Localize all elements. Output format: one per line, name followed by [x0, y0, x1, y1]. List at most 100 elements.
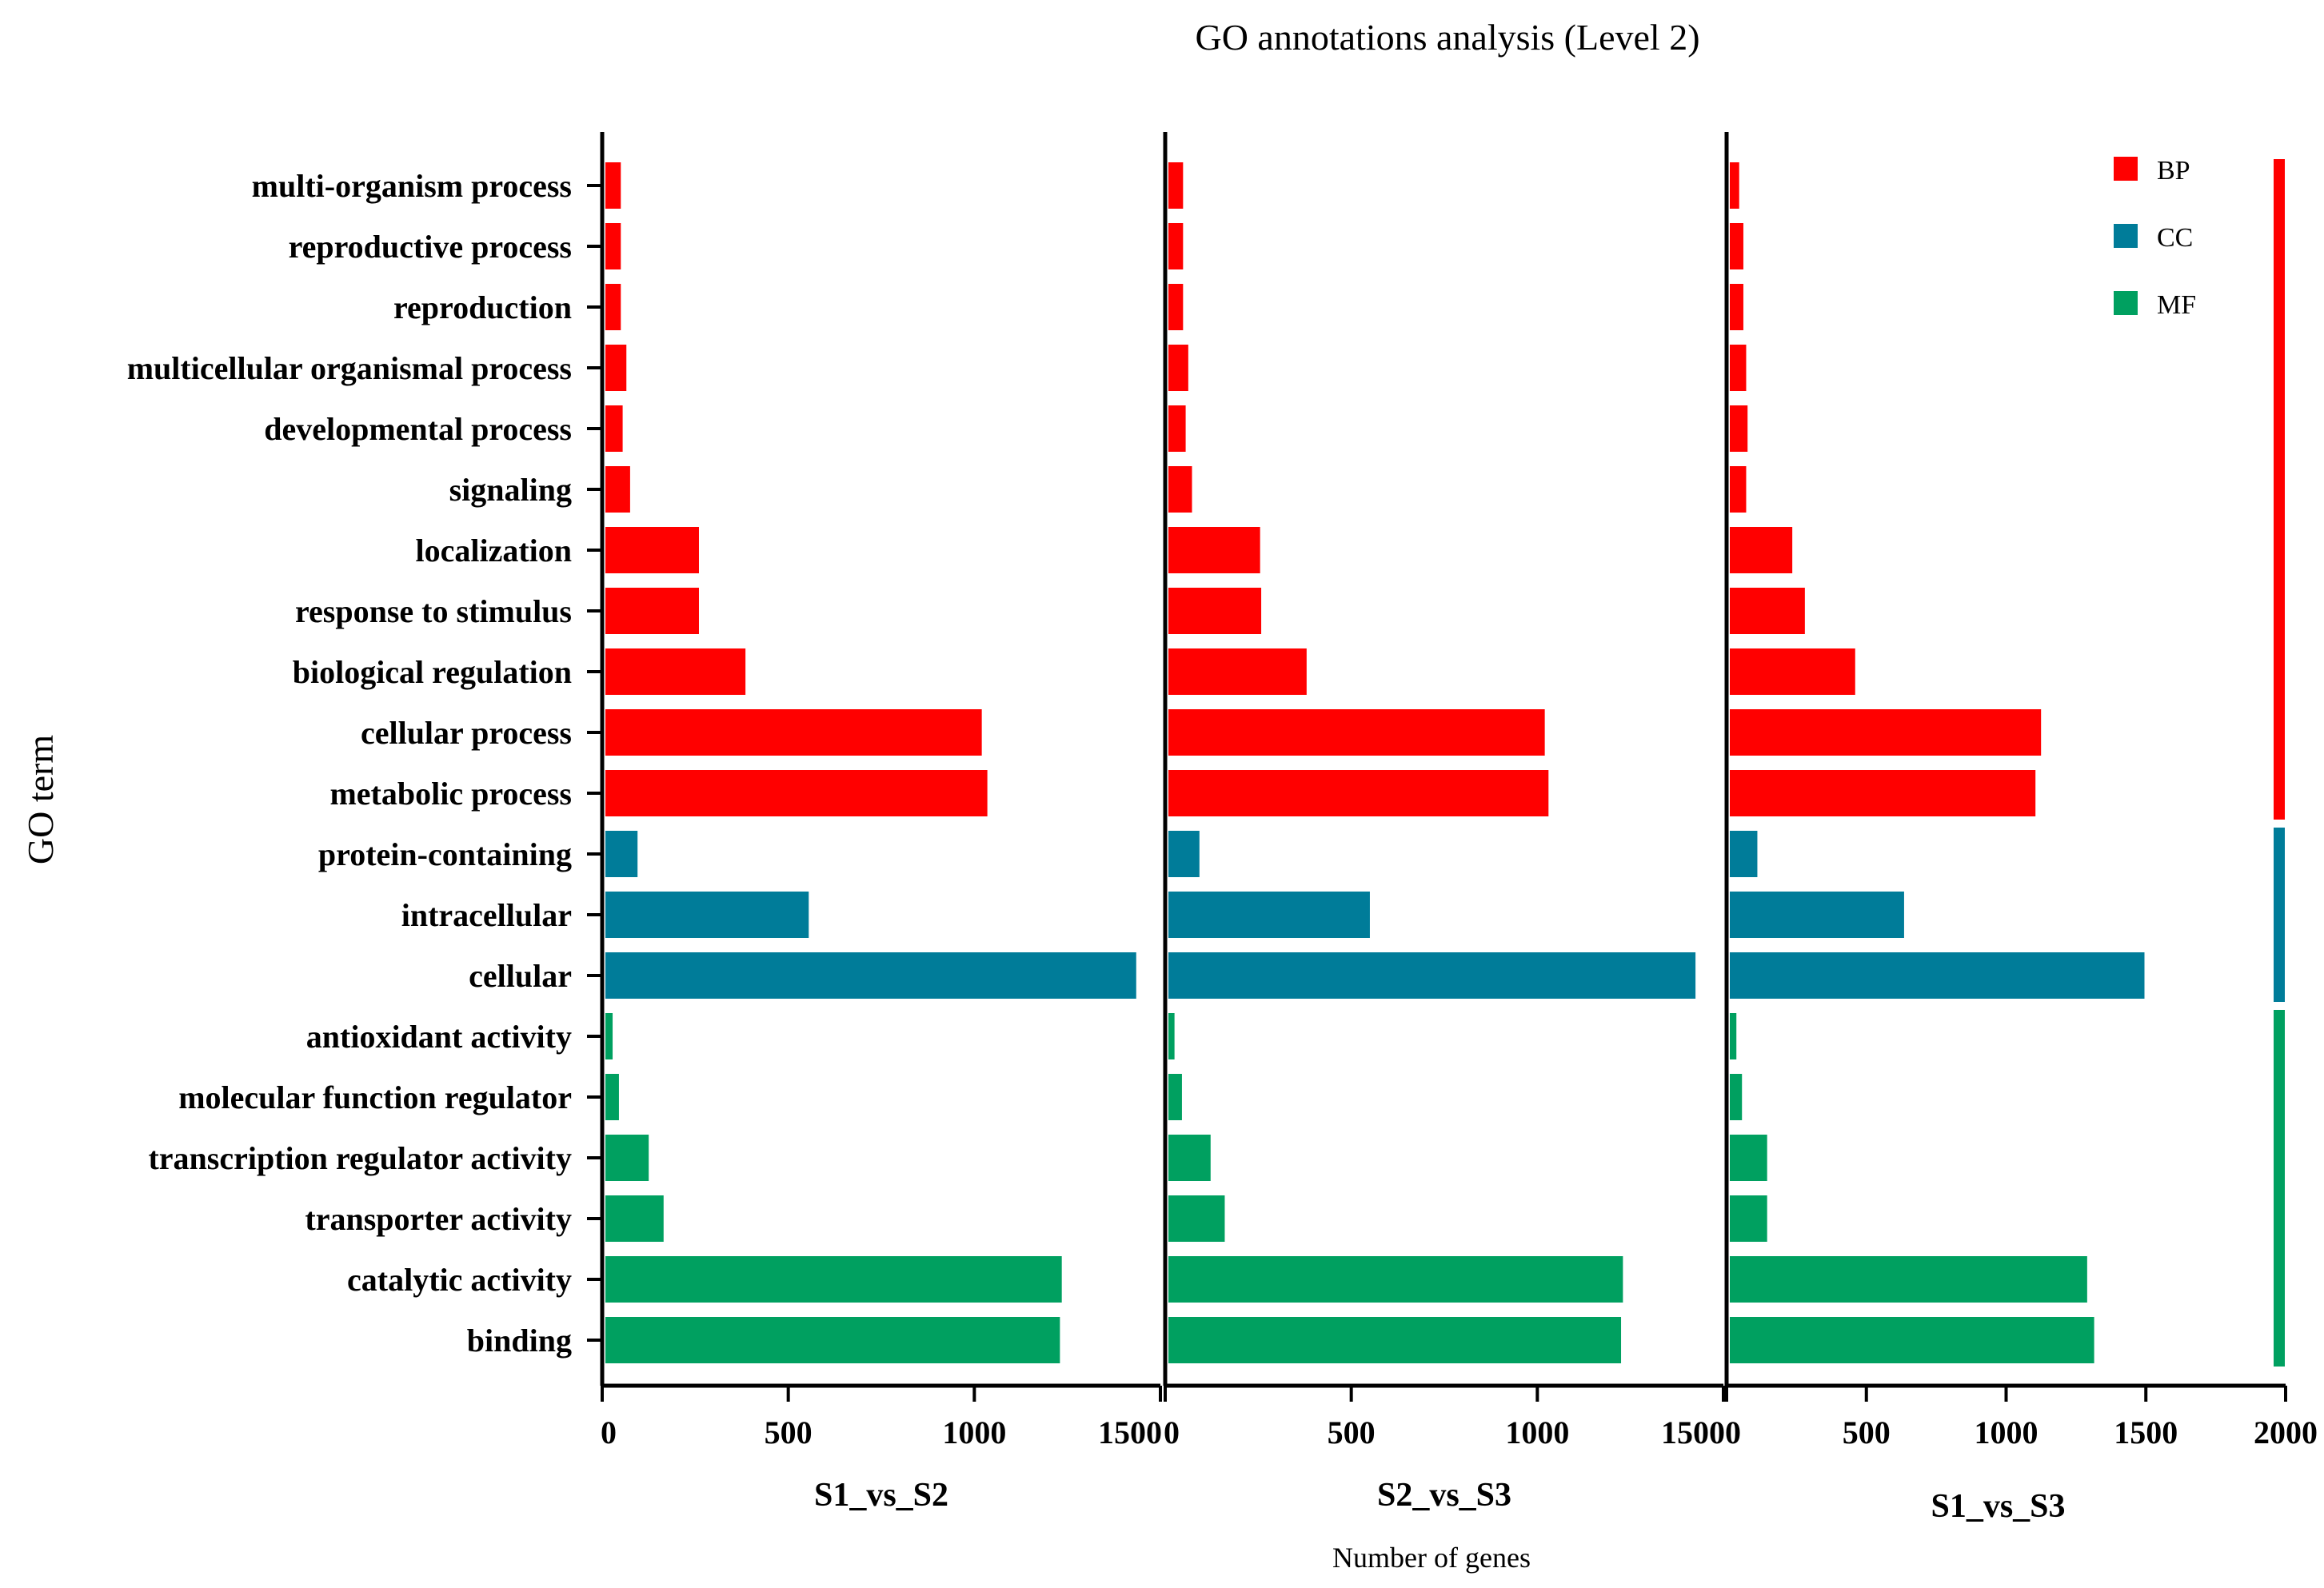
category-label-biological-regulation: biological regulation: [293, 654, 572, 690]
bar-s1-vs-s3-catalytic-activity: [1730, 1256, 2087, 1303]
x-tick-label-s1-vs-s2-500: 500: [765, 1414, 813, 1450]
bar-s1-vs-s3-intracellular: [1730, 892, 1904, 938]
bar-s1-vs-s3-developmental-process: [1730, 405, 1748, 452]
group-strip-cc: [2274, 828, 2285, 1002]
bar-s2-vs-s3-cellular: [1168, 952, 1696, 999]
category-label-molecular-function-regulator: molecular function regulator: [178, 1079, 572, 1115]
legend-label-mf: MF: [2157, 290, 2196, 320]
panel-label-s2-vs-s3: S2_vs_S3: [1377, 1477, 1511, 1514]
bar-s1-vs-s3-binding: [1730, 1317, 2094, 1363]
bar-s1-vs-s2-binding: [605, 1317, 1060, 1363]
bar-s1-vs-s3-localization: [1730, 527, 1793, 573]
category-label-transporter-activity: transporter activity: [305, 1201, 572, 1237]
category-label-intracellular: intracellular: [401, 897, 572, 933]
bar-s2-vs-s3-signaling: [1168, 466, 1192, 513]
x-axis-label: Number of genes: [1332, 1542, 1531, 1574]
bar-s1-vs-s2-protein-containing: [605, 831, 638, 877]
category-label-reproductive-process: reproductive process: [289, 229, 572, 265]
x-tick-label-s1-vs-s3-500: 500: [1843, 1414, 1891, 1450]
x-tick-label-s1-vs-s3-2000: 2000: [2254, 1414, 2318, 1450]
bar-s2-vs-s3-transcription-regulator-activity: [1168, 1135, 1211, 1181]
bar-s1-vs-s3-multicellular-organismal-process: [1730, 345, 1747, 391]
group-strip-bp: [2274, 159, 2285, 820]
bar-s1-vs-s2-transporter-activity: [605, 1195, 664, 1242]
bar-s1-vs-s3-cellular: [1730, 952, 2145, 999]
bar-s1-vs-s3-multi-organism-process: [1730, 162, 1739, 209]
bar-s1-vs-s3-transcription-regulator-activity: [1730, 1135, 1767, 1181]
bar-s2-vs-s3-binding: [1168, 1317, 1622, 1363]
category-label-developmental-process: developmental process: [264, 411, 572, 447]
category-label-antioxidant-activity: antioxidant activity: [306, 1019, 572, 1055]
chart-marks: multi-organism process reproductive proce…: [127, 132, 2318, 1525]
bar-s1-vs-s2-transcription-regulator-activity: [605, 1135, 649, 1181]
category-label-transcription-regulator-activity: transcription regulator activity: [148, 1140, 572, 1176]
x-tick-label-s2-vs-s3-1500: 1500: [1661, 1414, 1725, 1450]
x-tick-label-s1-vs-s2-1000: 1000: [942, 1414, 1006, 1450]
chart-title: GO annotations analysis (Level 2): [1195, 17, 1699, 58]
panel-label-s1-vs-s3: S1_vs_S3: [1931, 1488, 2065, 1525]
bar-s1-vs-s2-cellular: [605, 952, 1136, 999]
category-label-cellular-process: cellular process: [361, 715, 572, 751]
legend-swatch-cc: [2114, 224, 2138, 248]
x-tick-label-s1-vs-s2-1500: 1500: [1098, 1414, 1162, 1450]
bar-s1-vs-s2-signaling: [605, 466, 630, 513]
bar-s2-vs-s3-reproductive-process: [1168, 223, 1184, 269]
bar-s2-vs-s3-molecular-function-regulator: [1168, 1074, 1182, 1120]
bar-s2-vs-s3-transporter-activity: [1168, 1195, 1225, 1242]
x-tick-label-s2-vs-s3-500: 500: [1328, 1414, 1376, 1450]
x-tick-label-s1-vs-s3-1500: 1500: [2114, 1414, 2178, 1450]
bar-s2-vs-s3-localization: [1168, 527, 1260, 573]
bar-s2-vs-s3-multicellular-organismal-process: [1168, 345, 1188, 391]
bar-s2-vs-s3-reproduction: [1168, 284, 1184, 330]
bar-s2-vs-s3-multi-organism-process: [1168, 162, 1184, 209]
bar-s1-vs-s3-response-to-stimulus: [1730, 588, 1805, 634]
x-tick-label-s2-vs-s3-1000: 1000: [1505, 1414, 1569, 1450]
bar-s2-vs-s3-antioxidant-activity: [1168, 1013, 1175, 1059]
category-label-reproduction: reproduction: [393, 289, 572, 325]
bar-s1-vs-s2-cellular-process: [605, 709, 982, 756]
bar-s1-vs-s2-catalytic-activity: [605, 1256, 1062, 1303]
bar-s1-vs-s2-molecular-function-regulator: [605, 1074, 619, 1120]
category-label-signaling: signaling: [449, 472, 572, 508]
bar-s1-vs-s3-reproductive-process: [1730, 223, 1743, 269]
bar-s1-vs-s3-transporter-activity: [1730, 1195, 1767, 1242]
bar-s2-vs-s3-biological-regulation: [1168, 648, 1307, 695]
x-tick-label-s2-vs-s3-0: 0: [1164, 1414, 1180, 1450]
category-label-cellular: cellular: [469, 958, 572, 994]
bar-s1-vs-s2-antioxidant-activity: [605, 1013, 613, 1059]
x-tick-label-s1-vs-s2-0: 0: [601, 1414, 617, 1450]
bar-s2-vs-s3-developmental-process: [1168, 405, 1186, 452]
bar-s1-vs-s2-intracellular: [605, 892, 809, 938]
bar-s2-vs-s3-intracellular: [1168, 892, 1370, 938]
bar-s2-vs-s3-protein-containing: [1168, 831, 1200, 877]
category-label-localization: localization: [415, 533, 572, 569]
legend-label-bp: BP: [2157, 156, 2190, 186]
category-label-multicellular-organismal-process: multicellular organismal process: [127, 350, 572, 386]
bar-s1-vs-s3-metabolic-process: [1730, 770, 2036, 816]
bar-s1-vs-s2-response-to-stimulus: [605, 588, 699, 634]
panel-label-s1-vs-s2: S1_vs_S2: [814, 1477, 948, 1514]
bar-s1-vs-s3-biological-regulation: [1730, 648, 1855, 695]
x-tick-label-s1-vs-s3-0: 0: [1725, 1414, 1741, 1450]
bar-s1-vs-s2-developmental-process: [605, 405, 623, 452]
bar-s1-vs-s2-localization: [605, 527, 699, 573]
x-tick-label-s1-vs-s3-1000: 1000: [1975, 1414, 2038, 1450]
bar-s1-vs-s2-biological-regulation: [605, 648, 746, 695]
y-axis-label: GO term: [20, 735, 61, 864]
bar-s2-vs-s3-catalytic-activity: [1168, 1256, 1623, 1303]
category-label-multi-organism-process: multi-organism process: [252, 168, 572, 204]
category-label-catalytic-activity: catalytic activity: [347, 1262, 572, 1298]
bar-s1-vs-s2-metabolic-process: [605, 770, 988, 816]
bar-s2-vs-s3-metabolic-process: [1168, 770, 1549, 816]
bar-s1-vs-s2-reproductive-process: [605, 223, 621, 269]
legend-label-cc: CC: [2157, 223, 2193, 253]
legend-swatch-mf: [2114, 291, 2138, 315]
category-label-protein-containing: protein-containing: [318, 836, 572, 872]
bar-s1-vs-s3-antioxidant-activity: [1730, 1013, 1737, 1059]
bar-s1-vs-s2-multi-organism-process: [605, 162, 621, 209]
bar-s1-vs-s3-molecular-function-regulator: [1730, 1074, 1743, 1120]
category-label-response-to-stimulus: response to stimulus: [295, 593, 572, 629]
bar-s2-vs-s3-response-to-stimulus: [1168, 588, 1262, 634]
bar-s1-vs-s2-multicellular-organismal-process: [605, 345, 627, 391]
